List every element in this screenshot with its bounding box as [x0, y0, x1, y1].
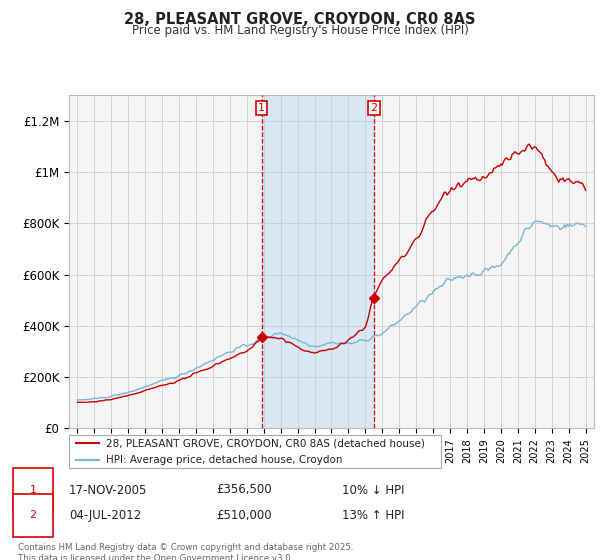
Text: HPI: Average price, detached house, Croydon: HPI: Average price, detached house, Croy…	[106, 455, 343, 465]
Text: 10% ↓ HPI: 10% ↓ HPI	[342, 483, 404, 497]
Text: 1: 1	[29, 485, 37, 495]
Text: £356,500: £356,500	[216, 483, 272, 497]
Text: Price paid vs. HM Land Registry's House Price Index (HPI): Price paid vs. HM Land Registry's House …	[131, 24, 469, 36]
Text: 2: 2	[29, 510, 37, 520]
Text: 28, PLEASANT GROVE, CROYDON, CR0 8AS: 28, PLEASANT GROVE, CROYDON, CR0 8AS	[124, 12, 476, 27]
Text: £510,000: £510,000	[216, 508, 272, 522]
Text: 28, PLEASANT GROVE, CROYDON, CR0 8AS (detached house): 28, PLEASANT GROVE, CROYDON, CR0 8AS (de…	[106, 438, 425, 448]
Text: 04-JUL-2012: 04-JUL-2012	[69, 508, 141, 522]
Text: 17-NOV-2005: 17-NOV-2005	[69, 483, 148, 497]
Text: 1: 1	[258, 103, 265, 113]
Bar	[262, 95, 374, 428]
Text: Contains HM Land Registry data © Crown copyright and database right 2025.
This d: Contains HM Land Registry data © Crown c…	[18, 543, 353, 560]
Text: 13% ↑ HPI: 13% ↑ HPI	[342, 508, 404, 522]
Text: 2: 2	[370, 103, 377, 113]
